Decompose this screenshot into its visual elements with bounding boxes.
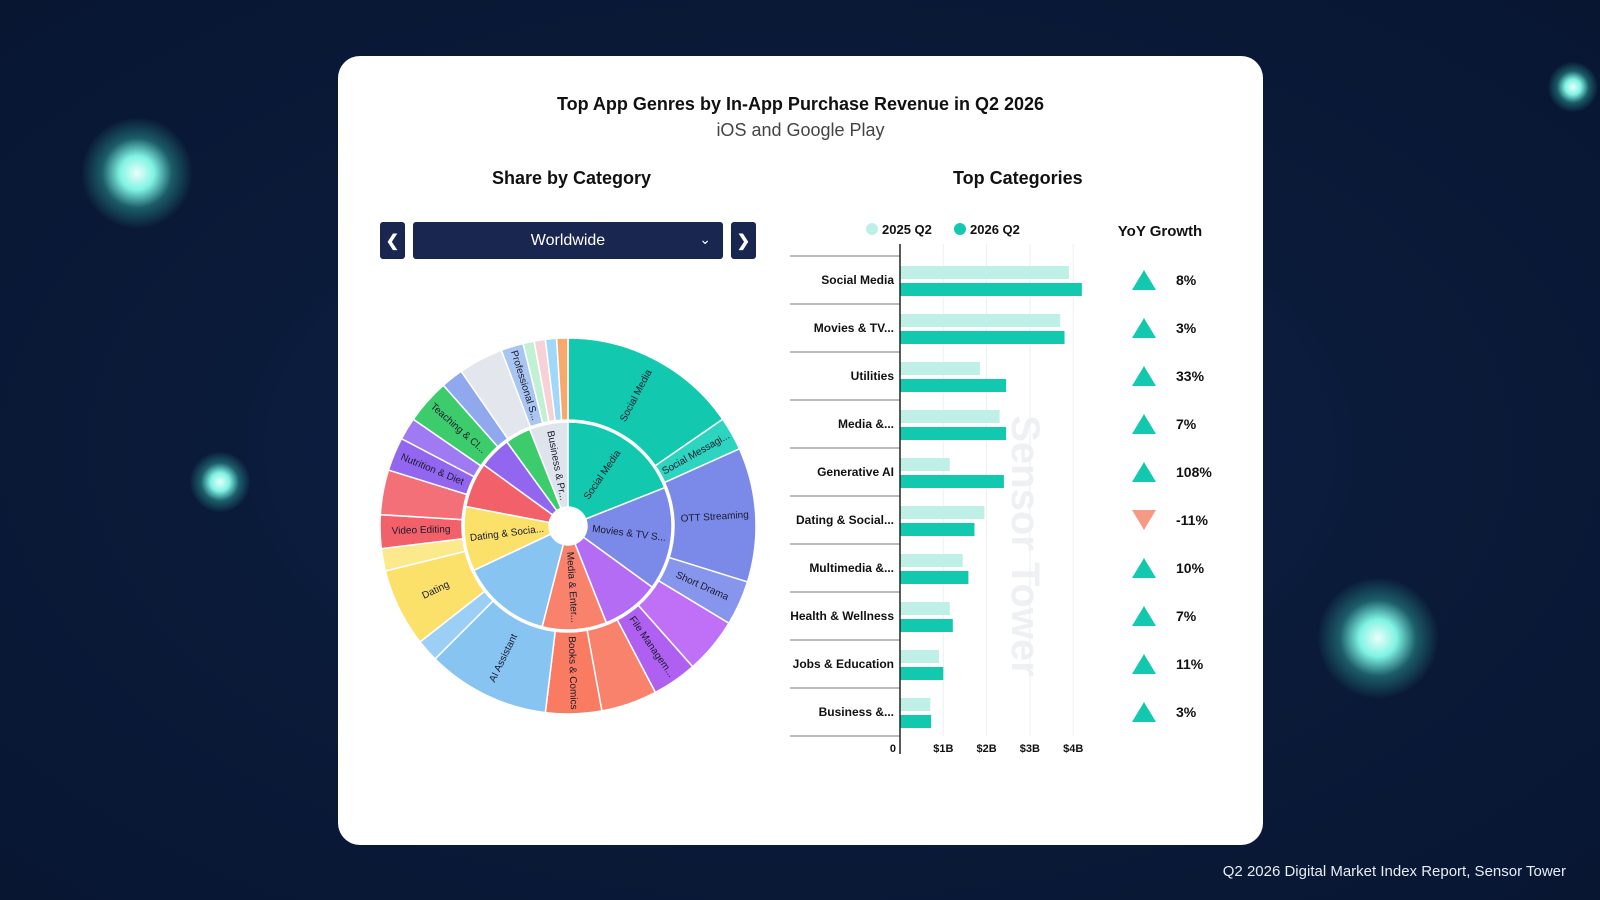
outer-ring-label: OTT Streaming [680, 510, 749, 525]
triangle-up-icon [1132, 462, 1156, 482]
triangle-up-icon [1132, 366, 1156, 386]
inner-ring-label: Media & Enter... [564, 552, 579, 624]
yoy-value: 11% [1176, 656, 1204, 672]
chart-subtitle: iOS and Google Play [716, 120, 885, 140]
category-label: Business &... [819, 705, 894, 719]
bar-2025 [900, 458, 950, 471]
bar-2025 [900, 554, 963, 567]
category-label: Media &... [838, 417, 894, 431]
triangle-up-icon [1132, 270, 1156, 290]
bar-2026 [900, 379, 1007, 392]
glow-light [82, 118, 192, 228]
bar-2025 [900, 650, 939, 663]
bar-2026 [900, 475, 1004, 488]
outer-ring-slice [555, 337, 569, 421]
bar-2025 [900, 506, 985, 519]
category-label: Generative AI [817, 465, 894, 479]
triangle-up-icon [1132, 606, 1156, 626]
yoy-value: 7% [1176, 416, 1197, 432]
bar-2025 [900, 698, 931, 711]
outer-ring-label: Books & Comics [566, 636, 579, 710]
category-label: Utilities [851, 369, 895, 383]
yoy-value: 108% [1176, 464, 1212, 480]
chevron-right-icon: ❯ [736, 232, 751, 250]
bar-2025 [900, 266, 1069, 279]
category-label: Health & Wellness [790, 609, 894, 623]
bar-2026 [900, 283, 1082, 296]
source-caption: Q2 2026 Digital Market Index Report, Sen… [1222, 863, 1566, 880]
legend-label-2026: 2026 Q2 [970, 222, 1020, 237]
legend-swatch-2026 [954, 223, 966, 235]
triangle-up-icon [1132, 654, 1156, 674]
triangle-up-icon [1132, 702, 1156, 722]
sunburst-center [549, 507, 587, 545]
yoy-value: 8% [1176, 272, 1197, 288]
bar-2026 [900, 715, 932, 728]
next-region-button[interactable]: ❯ [731, 222, 756, 259]
bar-2025 [900, 314, 1061, 327]
x-tick-label: $4B [1063, 743, 1083, 755]
chevron-left-icon: ❮ [385, 232, 400, 250]
bar-2026 [900, 523, 975, 536]
bar-2026 [900, 331, 1065, 344]
category-label: Movies & TV... [814, 321, 894, 335]
bar-chart: Sensor Tower 2025 Q2 2026 Q2 YoY Growth Soci… [790, 222, 1212, 755]
glow-light [1548, 62, 1598, 112]
bar-2026 [900, 571, 969, 584]
triangle-down-icon [1132, 510, 1156, 530]
triangle-up-icon [1132, 414, 1156, 434]
bar-2026 [900, 427, 1007, 440]
x-tick-label: 0 [890, 743, 896, 755]
x-tick-label: $2B [977, 743, 997, 755]
yoy-value: 3% [1176, 320, 1197, 336]
share-heading: Share by Category [492, 168, 652, 188]
chevron-down-icon: ⌄ [699, 231, 711, 247]
region-select[interactable]: Worldwide ⌄ [413, 222, 723, 259]
category-label: Social Media [821, 273, 894, 287]
category-label: Jobs & Education [793, 657, 894, 671]
chart-title: Top App Genres by In-App Purchase Revenu… [556, 94, 1045, 114]
legend-swatch-2025 [866, 223, 878, 235]
yoy-value: -11% [1176, 512, 1208, 528]
category-label: Multimedia &... [809, 561, 894, 575]
yoy-value: 7% [1176, 608, 1197, 624]
bar-2026 [900, 667, 944, 680]
x-tick-label: $3B [1020, 743, 1040, 755]
legend-label-2025: 2025 Q2 [882, 222, 932, 237]
yoy-value: 10% [1176, 560, 1205, 576]
top-categories-heading: Top Categories [953, 168, 1083, 188]
x-tick-label: $1B [933, 743, 953, 755]
yoy-value: 33% [1176, 368, 1205, 384]
triangle-up-icon [1132, 558, 1156, 578]
yoy-value: 3% [1176, 704, 1197, 720]
watermark-text: Sensor Tower [1003, 415, 1047, 677]
yoy-heading: YoY Growth [1118, 223, 1202, 240]
chart-card: Top App Genres by In-App Purchase Revenu… [338, 56, 1263, 845]
triangle-up-icon [1132, 318, 1156, 338]
bar-2025 [900, 362, 981, 375]
prev-region-button[interactable]: ❮ [380, 222, 405, 259]
glow-light [1318, 578, 1438, 698]
region-select-value: Worldwide [530, 231, 606, 249]
bar-2025 [900, 602, 950, 615]
bar-2026 [900, 619, 953, 632]
bar-2025 [900, 410, 1000, 423]
glow-light [190, 452, 250, 512]
outer-ring-label: Video Editing [392, 524, 451, 537]
category-label: Dating & Social... [796, 513, 894, 527]
